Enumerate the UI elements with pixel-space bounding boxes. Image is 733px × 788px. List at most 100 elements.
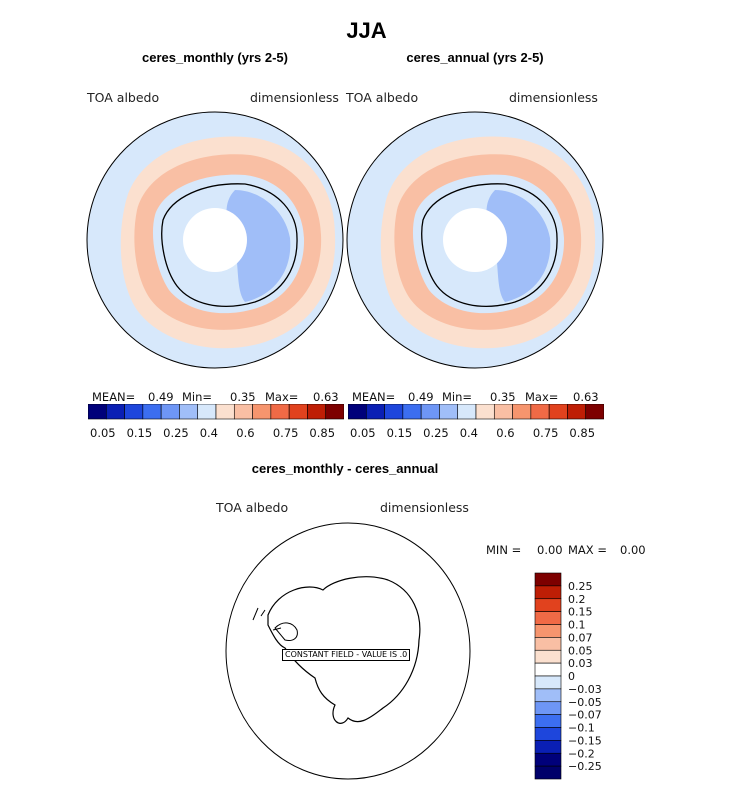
panel-2-colorbar-tick-label: 0.4 — [460, 426, 478, 440]
panel-1-colorbar-tick-label: 0.25 — [163, 426, 189, 440]
panel-2-colorbar-color-swatch — [457, 404, 477, 420]
panel-1-max-value: 0.63 — [313, 390, 339, 404]
panel-2-max-value: 0.63 — [573, 390, 599, 404]
panel-2-mean-label: MEAN= — [352, 390, 396, 404]
diff-colorbar-swatch — [534, 611, 562, 625]
panel-1-colorbar-color-swatch — [252, 404, 272, 420]
diff-colorbar-swatch — [534, 752, 562, 767]
diff-colorbar-swatch — [534, 727, 562, 741]
panel-1-colorbar-color-swatch — [179, 404, 199, 420]
panel-1-colorbar-color-swatch — [88, 404, 107, 420]
diff-colorbar-label: 0.03 — [568, 657, 593, 670]
panel-1-colorbar-tick-label: 0.15 — [127, 426, 153, 440]
diff-panel-units-label: dimensionless — [380, 500, 469, 515]
panel-2-colorbar-color-swatch — [348, 404, 367, 420]
diff-colorbar-swatch — [534, 701, 562, 715]
diff-colorbar-label: −0.07 — [568, 709, 602, 722]
panel-2-colorbar: 0.050.150.250.40.60.750.850.95 — [348, 404, 604, 440]
panel-2-colorbar-tick-label: 0.15 — [387, 426, 413, 440]
panel-1-colorbar-color-swatch — [124, 404, 144, 420]
diff-colorbar-swatch — [534, 649, 562, 664]
diff-colorbar-swatch — [534, 598, 562, 612]
panel-2-units-label: dimensionless — [509, 90, 598, 105]
panel-1-colorbar-color-swatch — [288, 404, 308, 420]
panel-1-mean-label: MEAN= — [92, 390, 136, 404]
panel-1-colorbar-tick-label: 0.05 — [90, 426, 116, 440]
diff-colorbar-label: −0.03 — [568, 683, 602, 696]
constant-field-text: CONSTANT FIELD - VALUE IS .0 — [285, 650, 408, 659]
diff-colorbar-label: −0.25 — [568, 760, 602, 773]
diff-colorbar-swatch — [534, 572, 562, 587]
panel-2-min-value: 0.35 — [490, 390, 516, 404]
diff-max-label: MAX = — [568, 543, 607, 557]
diff-colorbar-swatch — [534, 585, 562, 600]
panel-2-colorbar-color-swatch — [530, 404, 550, 420]
panel-2-colorbar-tick-label: 0.25 — [423, 426, 449, 440]
diff-colorbar-swatch — [534, 714, 562, 728]
diff-colorbar-label: 0 — [568, 670, 575, 683]
diff-colorbar-label: 0.2 — [568, 593, 586, 606]
diff-colorbar-swatch — [534, 637, 562, 651]
diff-colorbar-swatch — [534, 624, 562, 638]
diff-colorbar-label: −0.15 — [568, 734, 602, 747]
diff-panel-variable-label: TOA albedo — [216, 500, 289, 515]
diff-max-value: 0.00 — [620, 543, 646, 557]
panel-1-colorbar-tick-label: 0.75 — [273, 426, 299, 440]
panel-1-colorbar-color-swatch — [215, 404, 235, 420]
panel-2-max-label: Max= — [525, 390, 559, 404]
panel-2-colorbar-color-swatch — [567, 404, 587, 420]
panel-1-title: ceres_monthly (yrs 2-5) — [142, 50, 288, 65]
panel-1-colorbar-color-swatch — [325, 404, 344, 420]
panel-1-colorbar-color-swatch — [270, 404, 290, 420]
panel-1-colorbar-color-swatch — [307, 404, 327, 420]
panel-2-mean-value: 0.49 — [408, 390, 434, 404]
diff-min-label: MIN = — [486, 543, 522, 557]
diff-colorbar-label: 0.1 — [568, 619, 586, 632]
panel-2-colorbar-tick-label: 0.6 — [496, 426, 514, 440]
diff-colorbar-label: −0.2 — [568, 747, 595, 760]
panel-2-colorbar-tick-label: 0.85 — [569, 426, 595, 440]
diff-colorbar-label: −0.1 — [568, 722, 595, 735]
panel-1-units-label: dimensionless — [250, 90, 339, 105]
diff-colorbar-swatch — [534, 688, 562, 703]
panel-2-colorbar-tick-label: 0.75 — [533, 426, 559, 440]
panel-2-colorbar-color-swatch — [420, 404, 440, 420]
panel-2-colorbar-color-swatch — [512, 404, 532, 420]
diff-colorbar-swatch — [534, 662, 562, 677]
panel-1-colorbar: 0.050.150.250.40.60.750.850.95 — [88, 404, 344, 440]
diff-colorbar-swatch — [534, 740, 562, 754]
panel-2-colorbar-color-swatch — [585, 404, 604, 420]
main-title: JJA — [346, 18, 387, 43]
diff-min-value: 0.00 — [537, 543, 563, 557]
panel-1-min-label: Min= — [182, 390, 213, 404]
panel-1-polar-map — [86, 111, 344, 369]
diff-colorbar: 0.250.20.150.10.070.050.030−0.03−0.05−0.… — [534, 572, 602, 780]
panel-1-min-value: 0.35 — [230, 390, 256, 404]
panel-1-mean-value: 0.49 — [148, 390, 174, 404]
panel-2-colorbar-color-swatch — [475, 404, 495, 420]
panel-2-colorbar-color-swatch — [365, 404, 385, 420]
diff-colorbar-label: 0.15 — [568, 606, 593, 619]
panel-2-polar-map — [346, 111, 604, 369]
panel-1-colorbar-color-swatch — [197, 404, 217, 420]
panel-1-colorbar-color-swatch — [142, 404, 162, 420]
panel-2-colorbar-color-swatch — [439, 404, 459, 420]
panel-2-colorbar-color-swatch — [548, 404, 568, 420]
constant-field-box: CONSTANT FIELD - VALUE IS .0 — [282, 649, 411, 661]
diff-colorbar-label: 0.05 — [568, 644, 593, 657]
diff-colorbar-swatch — [534, 765, 562, 780]
panel-1-colorbar-tick-label: 0.85 — [309, 426, 335, 440]
panel-2-colorbar-color-swatch — [402, 404, 422, 420]
diff-colorbar-label: 0.07 — [568, 631, 593, 644]
panel-1-colorbar-color-swatch — [233, 404, 253, 420]
panel-2-colorbar-tick-label: 0.05 — [350, 426, 376, 440]
panel-1-colorbar-color-swatch — [105, 404, 125, 420]
panel-2-colorbar-color-swatch — [384, 404, 404, 420]
panel-2-colorbar-color-swatch — [493, 404, 513, 420]
panel-1-variable-label: TOA albedo — [87, 90, 160, 105]
diff-colorbar-label: 0.25 — [568, 580, 593, 593]
diff-colorbar-label: −0.05 — [568, 696, 602, 709]
panel-2-title: ceres_annual (yrs 2-5) — [406, 50, 544, 65]
panel-1-max-label: Max= — [265, 390, 299, 404]
panel-1-colorbar-color-swatch — [160, 404, 180, 420]
